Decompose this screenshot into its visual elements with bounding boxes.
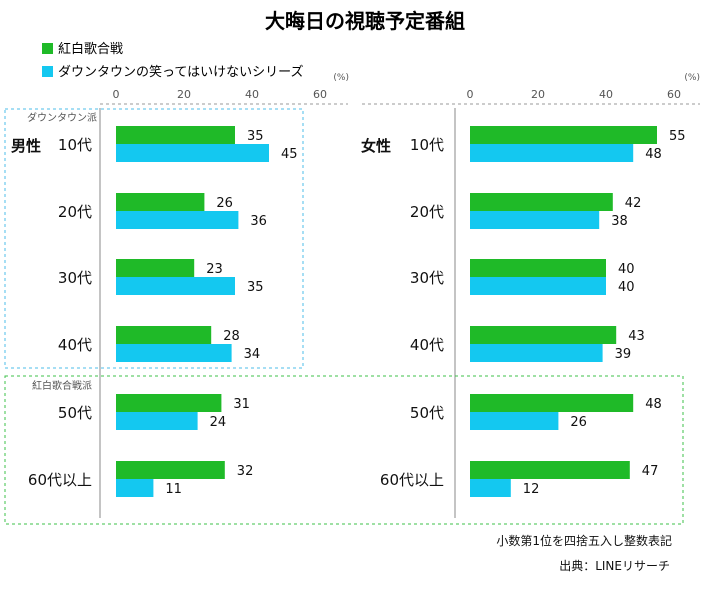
bar-kohaku xyxy=(116,394,222,412)
legend-swatch-kohaku xyxy=(42,43,53,54)
data-label-kohaku: 47 xyxy=(642,464,659,479)
bar-kohaku xyxy=(470,326,617,344)
bar-kohaku xyxy=(470,461,630,479)
data-label-downtown: 24 xyxy=(210,415,227,430)
category-label: 20代 xyxy=(410,203,444,221)
data-label-downtown: 36 xyxy=(250,214,267,229)
data-label-downtown: 39 xyxy=(615,347,632,362)
bar-downtown xyxy=(470,479,511,497)
x-tick-label: 0 xyxy=(113,88,120,101)
legend-label-kohaku: 紅白歌合戦 xyxy=(58,41,123,57)
axis-unit-label: (%) xyxy=(333,73,349,83)
bar-kohaku xyxy=(470,259,606,277)
category-label: 20代 xyxy=(58,203,92,221)
data-label-downtown: 34 xyxy=(244,347,261,362)
x-tick-label: 40 xyxy=(599,88,613,101)
data-label-kohaku: 35 xyxy=(247,129,264,144)
data-label-downtown: 38 xyxy=(611,214,628,229)
bar-kohaku xyxy=(470,394,634,412)
data-label-downtown: 45 xyxy=(281,147,298,162)
panel-gender-label: 女性 xyxy=(361,137,391,155)
category-label: 10代 xyxy=(58,136,92,154)
bar-kohaku xyxy=(116,326,212,344)
panel-gender-label: 男性 xyxy=(11,137,41,155)
data-label-kohaku: 32 xyxy=(237,464,254,479)
bar-downtown xyxy=(470,144,634,162)
data-label-downtown: 40 xyxy=(618,280,635,295)
bar-downtown xyxy=(116,211,239,229)
bar-kohaku xyxy=(470,193,613,211)
legend-swatch-downtown xyxy=(42,66,53,77)
bar-kohaku xyxy=(116,461,225,479)
data-label-downtown: 11 xyxy=(165,482,182,497)
chart-title: 大晦日の視聴予定番組 xyxy=(265,9,465,33)
category-label: 30代 xyxy=(58,269,92,287)
x-tick-label: 60 xyxy=(667,88,681,101)
bar-downtown xyxy=(116,144,269,162)
bar-downtown xyxy=(470,211,600,229)
chart-panels: (%) 0 20 40 60 男性 10代 35 45 20代 26 36 30代 23 35 40代 28 34… xyxy=(4,73,700,525)
group-box-kohaku xyxy=(4,375,684,525)
bar-kohaku xyxy=(470,126,657,144)
bar-downtown xyxy=(470,412,559,430)
category-label: 40代 xyxy=(410,336,444,354)
data-label-downtown: 12 xyxy=(523,482,540,497)
data-label-kohaku: 31 xyxy=(233,397,250,412)
bar-downtown xyxy=(116,479,154,497)
data-label-downtown: 35 xyxy=(247,280,264,295)
category-label: 50代 xyxy=(410,404,444,422)
category-label: 30代 xyxy=(410,269,444,287)
category-label: 10代 xyxy=(410,136,444,154)
bar-downtown xyxy=(470,344,603,362)
group-box-downtown-label: ダウンタウン派 xyxy=(27,111,97,124)
data-label-kohaku: 55 xyxy=(669,129,686,144)
source-text: 出典：LINEリサーチ xyxy=(559,559,670,573)
data-label-kohaku: 40 xyxy=(618,262,635,277)
group-box-downtown xyxy=(4,108,304,369)
bar-downtown xyxy=(470,277,606,295)
x-tick-label: 20 xyxy=(177,88,191,101)
data-label-kohaku: 42 xyxy=(625,196,642,211)
bar-kohaku xyxy=(116,193,205,211)
group-box-kohaku-label: 紅白歌合戦派 xyxy=(32,379,92,392)
x-tick-label: 0 xyxy=(467,88,474,101)
bar-kohaku xyxy=(116,126,235,144)
panel-male: (%) 0 20 40 60 男性 10代 35 45 20代 26 36 30代 23 35 40代 28 34… xyxy=(11,73,349,518)
x-tick-label: 60 xyxy=(313,88,327,101)
axis-unit-label: (%) xyxy=(684,73,700,83)
data-label-kohaku: 43 xyxy=(628,329,645,344)
data-label-downtown: 48 xyxy=(645,147,662,162)
category-label: 40代 xyxy=(58,336,92,354)
bar-downtown xyxy=(116,412,198,430)
legend-label-downtown: ダウンタウンの笑ってはいけないシリーズ xyxy=(58,64,303,80)
x-tick-label: 20 xyxy=(531,88,545,101)
data-label-kohaku: 23 xyxy=(206,262,223,277)
panel-female: (%) 0 20 40 60 女性 10代 55 48 20代 42 38 30代 40 40 40代 43 39… xyxy=(361,73,700,518)
data-label-downtown: 26 xyxy=(570,415,587,430)
bar-kohaku xyxy=(116,259,195,277)
category-label: 60代以上 xyxy=(380,471,444,489)
data-label-kohaku: 28 xyxy=(223,329,240,344)
data-label-kohaku: 48 xyxy=(645,397,662,412)
bar-downtown xyxy=(116,277,235,295)
category-label: 50代 xyxy=(58,404,92,422)
bar-downtown xyxy=(116,344,232,362)
category-label: 60代以上 xyxy=(28,471,92,489)
footnote-text: 小数第1位を四捨五入し整数表記 xyxy=(496,533,672,548)
data-label-kohaku: 26 xyxy=(216,196,233,211)
x-tick-label: 40 xyxy=(245,88,259,101)
